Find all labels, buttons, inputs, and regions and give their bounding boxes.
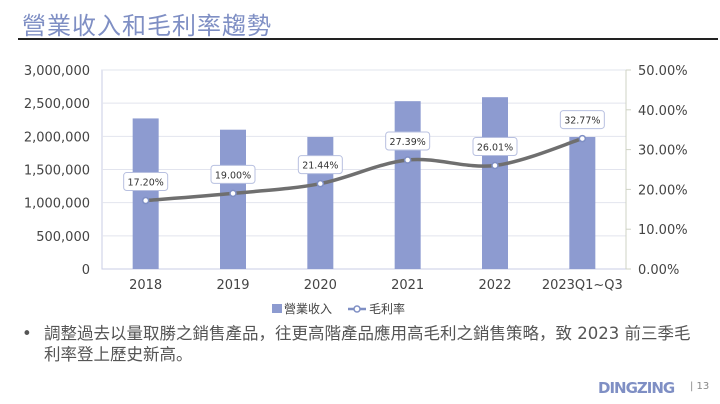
x-tick-label: 2020 [304, 278, 337, 293]
legend-margin-marker [353, 305, 361, 313]
page-title: 營業收入和毛利率趨勢 [22, 12, 272, 40]
bullet-mark: • [22, 324, 32, 343]
right-tick-label: 50.00% [638, 64, 688, 79]
data-label: 19.00% [215, 170, 251, 181]
x-tick-label: 2021 [391, 278, 424, 293]
revenue-bar [482, 97, 508, 270]
bullet-text: 調整過去以量取勝之銷售產品，往更高階產品應用高毛利之銷售策略，致 2023 前三… [44, 324, 691, 364]
right-tick-label: 0.00% [638, 263, 679, 278]
right-tick-label: 30.00% [638, 144, 688, 159]
left-tick-label: 2,500,000 [24, 97, 90, 112]
margin-point [403, 156, 412, 164]
revenue-bar [394, 101, 421, 269]
margin-point [141, 196, 150, 205]
margin-point [229, 189, 237, 198]
data-label-box [297, 155, 343, 175]
data-label-box [559, 110, 605, 130]
legend-revenue-swatch [272, 304, 282, 313]
data-label-box [210, 164, 256, 184]
x-tick-label: 2023Q1~Q3 [542, 278, 623, 293]
left-tick-label: 2,000,000 [24, 130, 90, 145]
margin-line [145, 136, 583, 203]
company-logo: DINGZING [598, 379, 675, 397]
revenue-bar [132, 118, 159, 269]
data-label: 17.20% [128, 178, 164, 189]
margin-point [491, 161, 499, 170]
left-tick-label: 1,000,000 [24, 197, 90, 212]
revenue-bar [220, 129, 246, 269]
legend-margin-label: 毛利率 [369, 301, 405, 316]
left-tick-label: 3,000,000 [24, 64, 90, 79]
data-label: 32.77% [564, 116, 600, 127]
revenue-bar [569, 136, 596, 269]
x-tick-label: 2019 [216, 278, 249, 293]
data-label-box [123, 172, 169, 192]
left-tick-label: 500,000 [36, 230, 90, 245]
data-label-box [472, 136, 518, 156]
data-label: 21.44% [302, 161, 338, 172]
x-tick-label: 2022 [478, 278, 511, 293]
page-number: | 13 [690, 381, 710, 392]
margin-point [578, 134, 587, 143]
left-tick-label: 0 [82, 263, 90, 278]
title-divider [18, 38, 718, 40]
x-tick-label: 2018 [129, 278, 162, 293]
data-label-box [385, 131, 431, 151]
revenue-margin-chart: 0 500,000 1,000,000 1,500,000 2,000,000 2,500… [24, 64, 688, 316]
legend-revenue-label: 營業收入 [284, 302, 332, 316]
right-tick-label: 20.00% [638, 183, 688, 198]
bullet-point: • 調整過去以量取勝之銷售產品，往更高階產品應用高毛利之銷售策略，致 2023 … [22, 323, 702, 365]
right-tick-label: 10.00% [638, 223, 688, 238]
data-label: 27.39% [390, 137, 426, 148]
margin-point [316, 179, 325, 188]
right-tick-label: 40.00% [638, 104, 688, 119]
data-label: 26.01% [477, 142, 513, 153]
left-tick-label: 1,500,000 [24, 164, 90, 179]
